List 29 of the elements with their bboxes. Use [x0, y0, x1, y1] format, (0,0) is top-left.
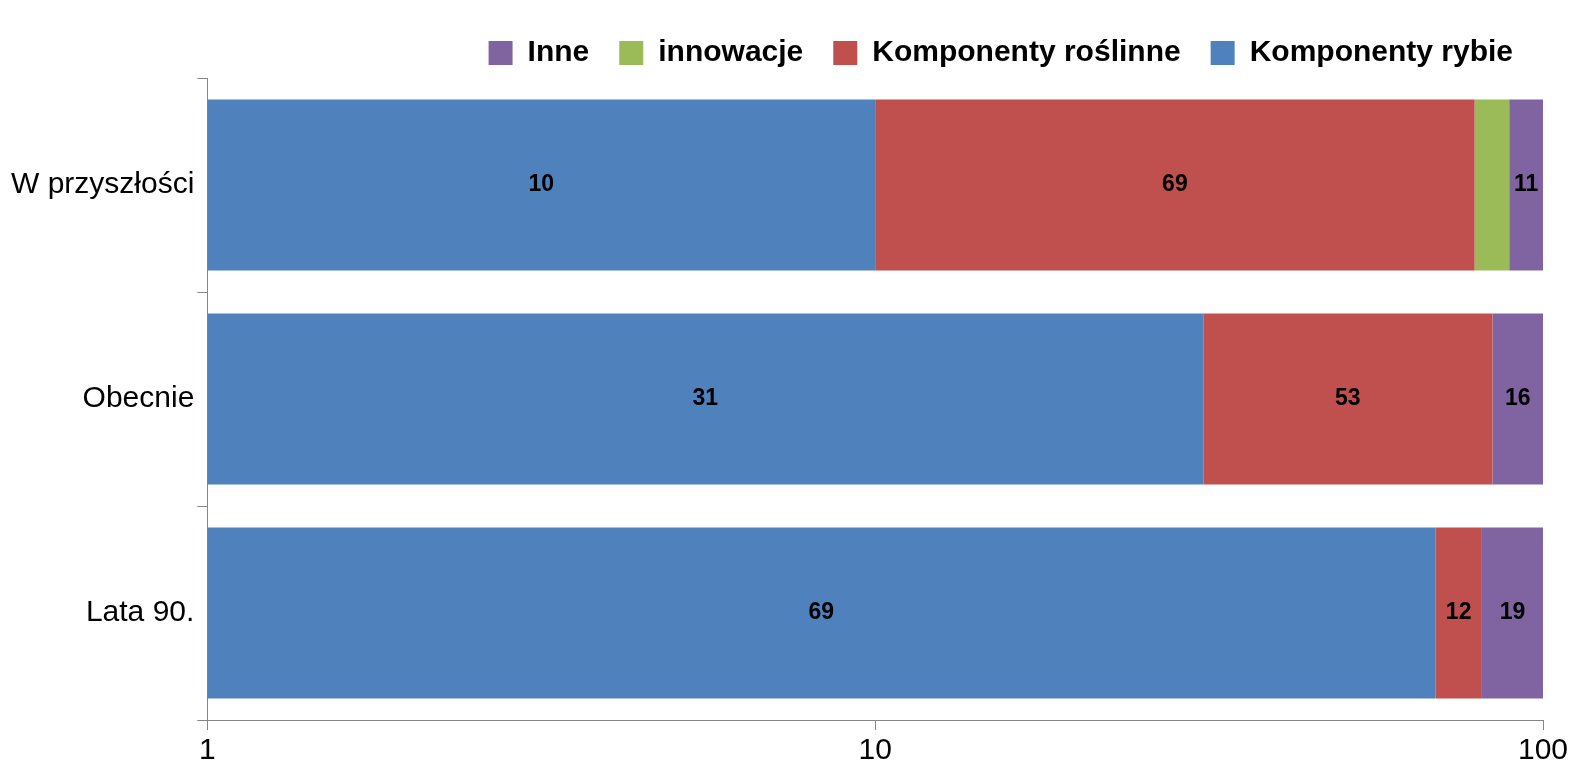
y-tick-label: Lata 90.: [85, 594, 195, 628]
bar: [875, 99, 1475, 271]
x-tick-label: 100: [1517, 732, 1569, 766]
legend-label: innowacje: [658, 34, 804, 68]
bar: [207, 527, 1436, 699]
bar: [1509, 99, 1543, 271]
legend-label: Komponenty roślinne: [872, 34, 1181, 68]
data-label: 16: [1504, 384, 1531, 411]
data-label: 53: [1335, 384, 1361, 411]
y-tick-label: Obecnie: [82, 380, 195, 414]
bar: [1435, 527, 1482, 699]
data-label: 12: [1445, 598, 1472, 625]
data-label: 69: [808, 598, 835, 625]
y-tick-label: W przyszłości: [11, 166, 195, 200]
data-label: 19: [1499, 598, 1526, 625]
data-label: 10: [528, 170, 555, 197]
bar: [207, 99, 876, 271]
legend-label: Inne: [527, 34, 590, 68]
bar: [1481, 527, 1543, 699]
bar: [207, 313, 1204, 485]
bar: [1492, 313, 1543, 485]
data-label: 69: [1162, 170, 1188, 197]
legend-label: Komponenty rybie: [1249, 34, 1514, 68]
x-tick-label: 1: [199, 732, 216, 766]
data-label: 11: [1513, 170, 1539, 197]
bar: [1203, 313, 1493, 485]
x-tick-label: 10: [858, 732, 892, 766]
data-label: 31: [692, 384, 719, 411]
bar: [1474, 99, 1510, 271]
